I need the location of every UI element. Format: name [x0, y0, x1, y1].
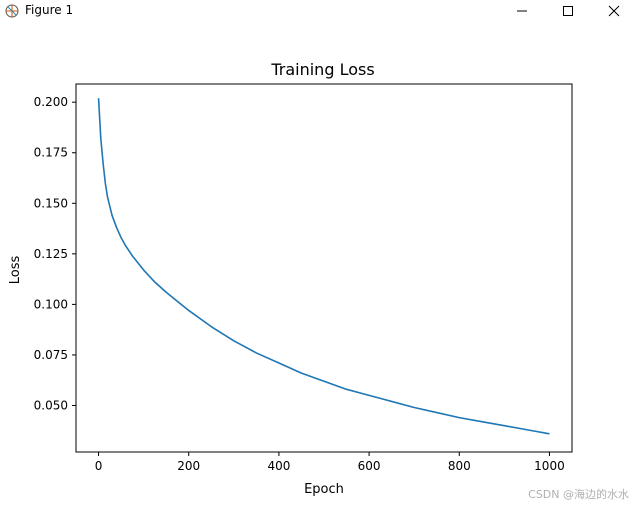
y-tick-label: 0.175: [34, 146, 68, 160]
maximize-button[interactable]: [545, 0, 591, 22]
x-axis-label: Epoch: [304, 482, 344, 497]
maximize-icon: [562, 2, 574, 21]
series-layer: [97, 98, 550, 435]
x-tick-label: 200: [177, 459, 200, 473]
loss-chart: Training Loss 0 200 400 600 800 1000 0.0500.0…: [8, 60, 573, 497]
minimize-icon: [516, 2, 528, 21]
x-tick-label: 800: [448, 459, 471, 473]
x-tick-label: 600: [358, 459, 381, 473]
y-axis-label: Loss: [8, 256, 23, 285]
y-tick-label: 0.150: [34, 196, 68, 210]
matplotlib-app-icon: [4, 3, 20, 19]
x-tick-label: 0: [95, 459, 103, 473]
y-tick-label: 0.100: [34, 297, 68, 311]
window-title: Figure 1: [25, 3, 74, 17]
x-tick-label: 1000: [534, 459, 565, 473]
x-axis: 0 200 400 600 800 1000: [95, 452, 565, 473]
close-icon: [608, 2, 620, 21]
plot-frame: [75, 83, 573, 453]
minimize-button[interactable]: [499, 0, 545, 22]
figure-canvas: Training Loss 0 200 400 600 800 1000 0.050 0.0…: [0, 22, 635, 506]
window-titlebar: Figure 1: [0, 0, 635, 22]
x-tick-label: 400: [267, 459, 290, 473]
y-tick-label: 0.075: [34, 348, 68, 362]
y-tick-label: 0.050: [34, 398, 68, 412]
chart-title: Training Loss: [270, 60, 374, 79]
y-tick-label: 0.125: [34, 247, 68, 261]
y-axis: 0.050 0.075 0.100 0.125 0.150 0.175 0.200: [34, 95, 76, 412]
y-tick-label: 0.200: [34, 95, 68, 109]
close-button[interactable]: [591, 0, 635, 22]
loss-series-line: [97, 98, 550, 435]
watermark: CSDN @海边的水水: [528, 488, 629, 501]
